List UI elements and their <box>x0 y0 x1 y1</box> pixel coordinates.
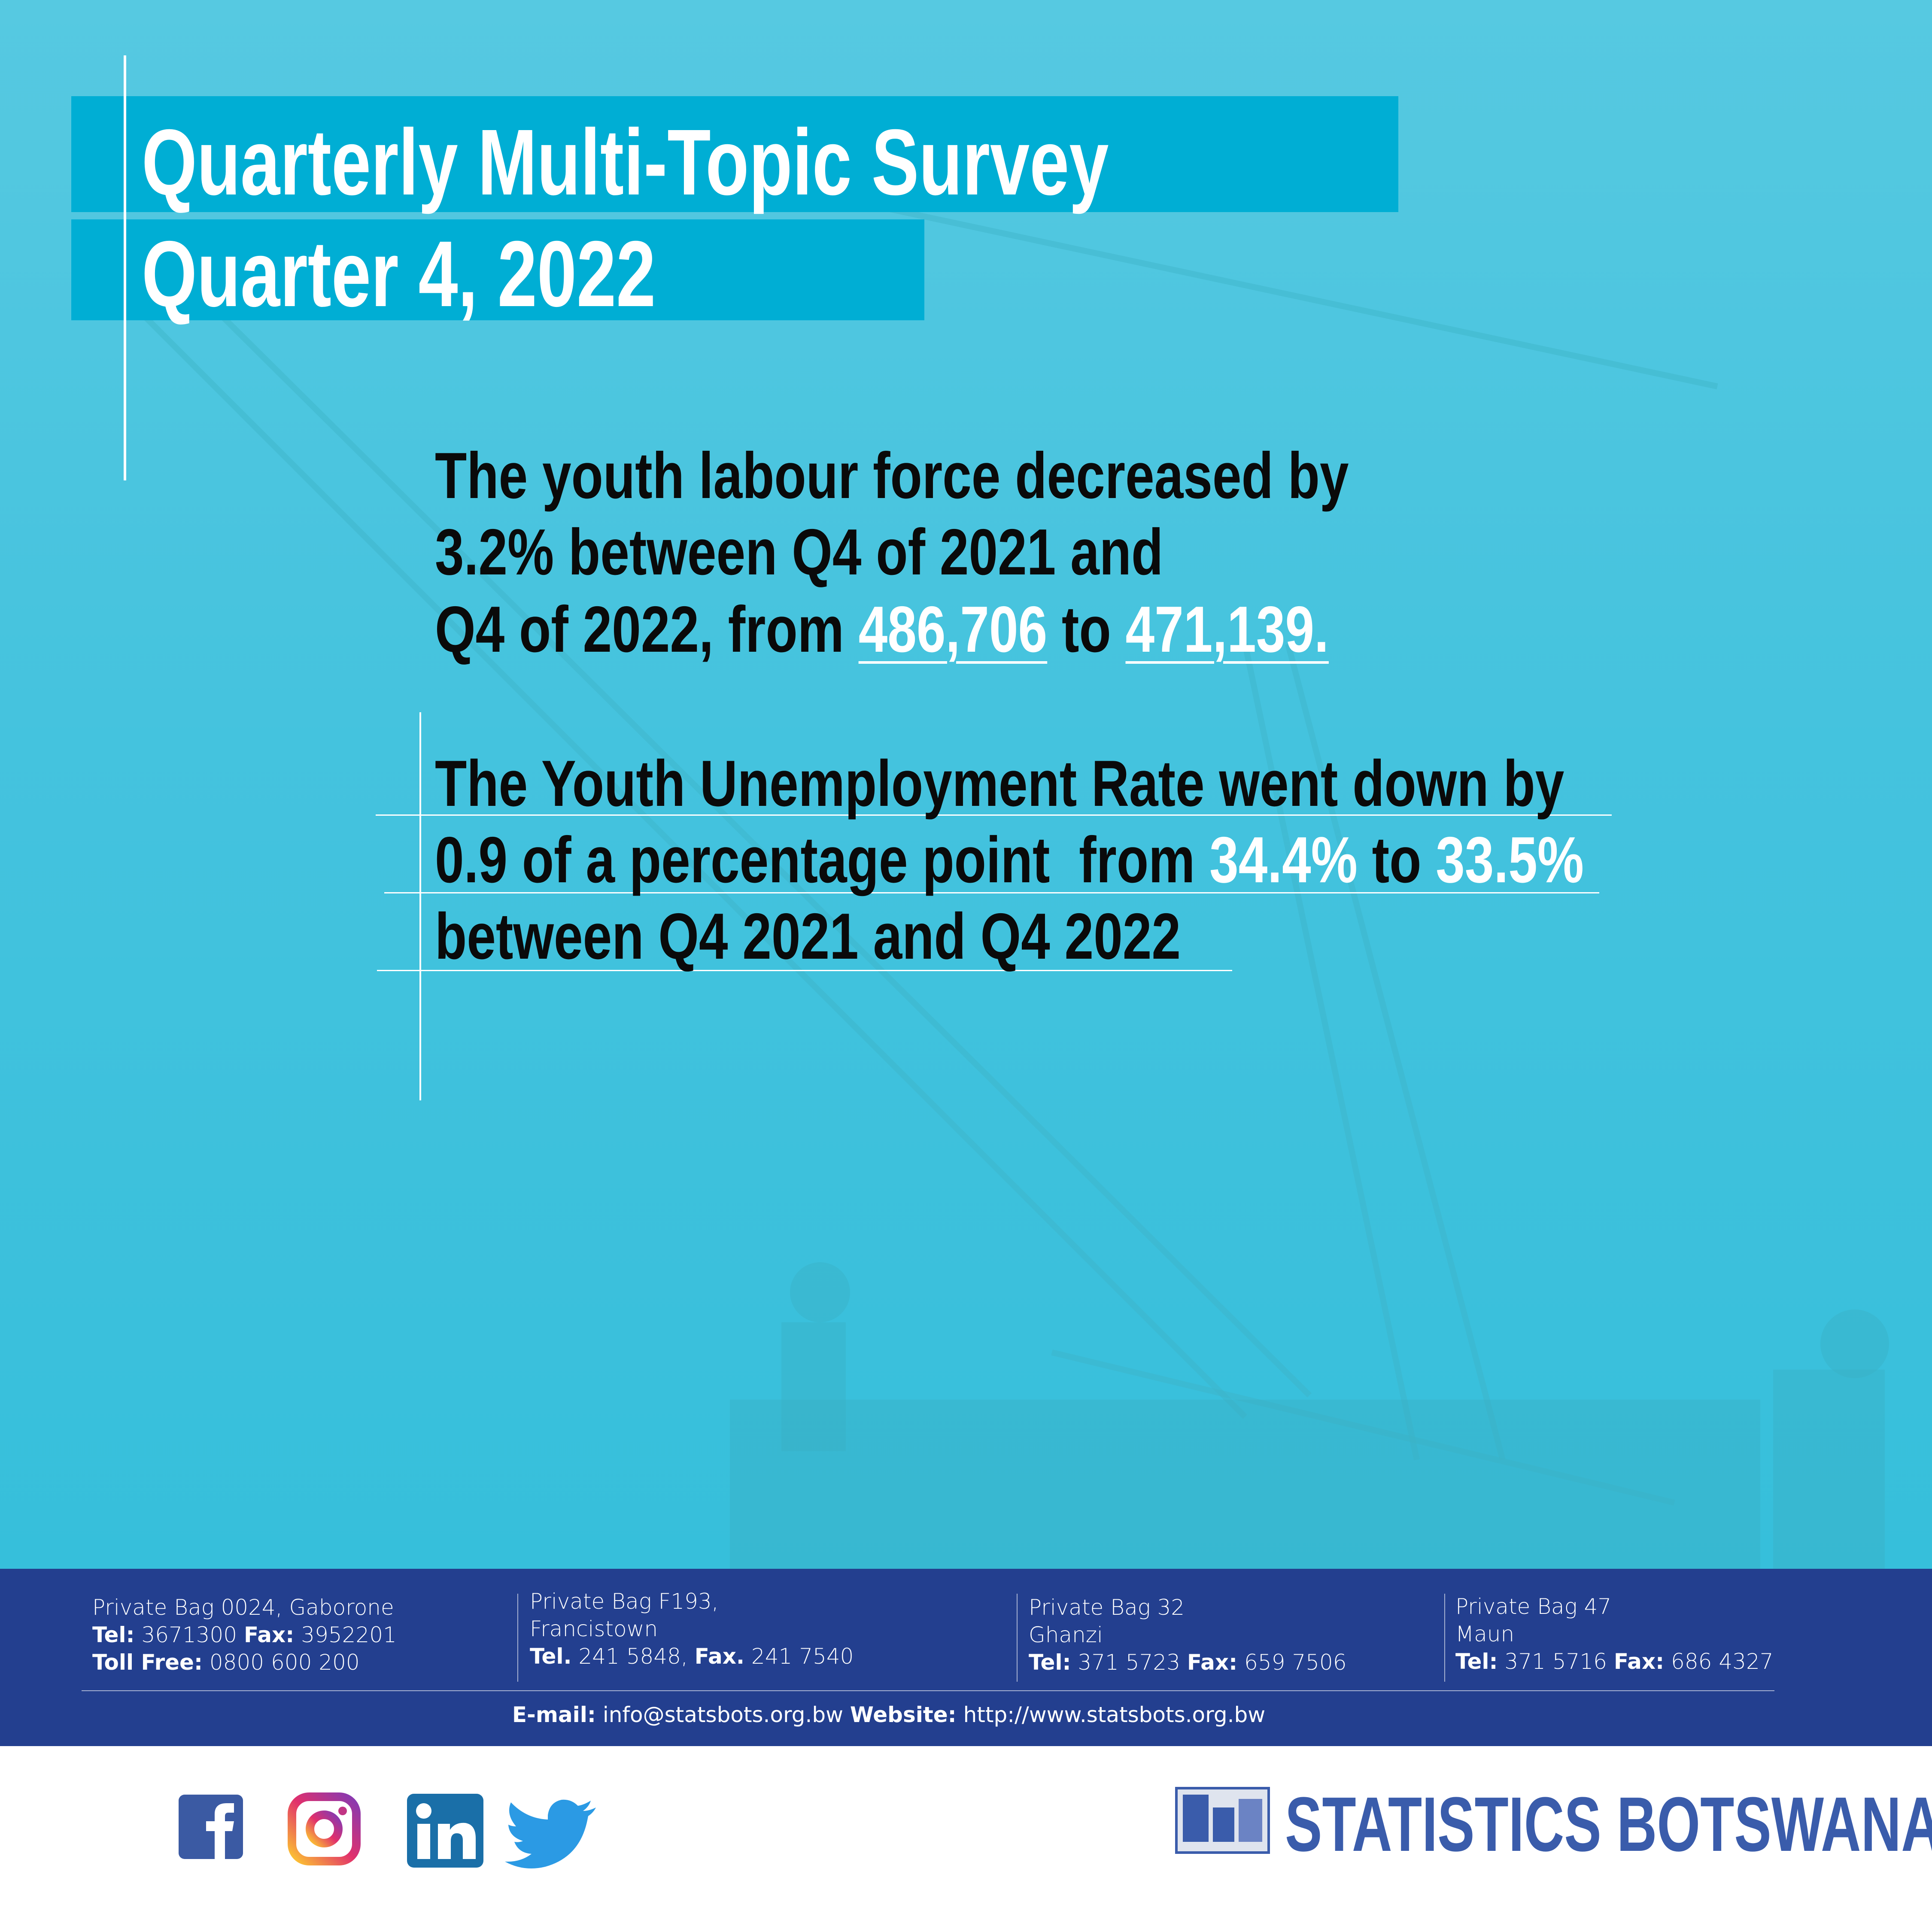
instagram-icon[interactable] <box>288 1792 361 1865</box>
office-address: Ghanzi <box>1029 1622 1103 1647</box>
statement-line: The youth labour force decreased by <box>435 439 1349 512</box>
contact-label: Tel. <box>530 1644 572 1669</box>
brand-name: STATISTICS BOTSWANA <box>1285 1781 1932 1868</box>
contact-label: Toll Free: <box>92 1650 203 1675</box>
office: Private Bag 0024, Gaborone Tel: 3671300 F… <box>92 1594 397 1676</box>
contact-label: Tel: <box>1029 1650 1071 1675</box>
contact-label: Website: <box>850 1702 957 1727</box>
office-address: Private Bag F193, <box>530 1589 719 1614</box>
title-bar <box>71 96 1398 212</box>
office: Private Bag 47 Maun Tel: 371 5716 Fax: 686… <box>1455 1593 1774 1675</box>
contact-value: 3952201 <box>301 1622 397 1647</box>
divider-line <box>419 712 421 1100</box>
contact-value: 659 7506 <box>1244 1650 1347 1675</box>
statement-line: The Youth Unemployment Rate went down by <box>435 747 1564 820</box>
highlight-value: 33.5% <box>1436 823 1584 896</box>
highlight-value: 34.4% <box>1209 823 1358 896</box>
contact-value: 3671300 <box>141 1622 237 1647</box>
divider-line <box>384 892 1599 893</box>
divider-line <box>376 814 1612 816</box>
office-address: Private Bag 0024, Gaborone <box>92 1595 394 1620</box>
contact-label: Fax. <box>694 1644 745 1669</box>
office: Private Bag 32 Ghanzi Tel: 371 5723 Fax: 6… <box>1029 1594 1347 1676</box>
contact-line: E-mail: info@statsbots.org.bw Website: h… <box>0 1702 1777 1727</box>
divider-line <box>517 1594 518 1682</box>
statement-text: Q4 of 2022, from <box>435 593 844 666</box>
contact-value: info@statsbots.org.bw <box>602 1702 843 1727</box>
linkedin-icon[interactable] <box>407 1794 483 1868</box>
statement-text: 0.9 of a percentage point from <box>435 823 1195 896</box>
footer <box>0 1569 1932 1746</box>
office-address: Private Bag 47 <box>1455 1594 1612 1619</box>
divider-line <box>124 55 126 480</box>
contact-label: Fax: <box>1613 1649 1665 1674</box>
office-contact: Tel: 3671300 Fax: 3952201 <box>92 1621 397 1649</box>
office-contact: Tel: 371 5716 Fax: 686 4327 <box>1455 1648 1774 1675</box>
contact-value: 686 4327 <box>1671 1649 1774 1674</box>
office: Private Bag F193, Francistown Tel. 241 584… <box>530 1588 854 1670</box>
office-contact: Tel: 371 5723 Fax: 659 7506 <box>1029 1649 1347 1676</box>
divider-line <box>1444 1594 1445 1682</box>
highlight-value: 471,139. <box>1125 593 1329 666</box>
divider-line <box>377 970 1232 971</box>
contact-value: 241 5848, <box>578 1644 688 1669</box>
contact-value: http://www.statsbots.org.bw <box>963 1702 1266 1727</box>
contact-value: 241 7540 <box>751 1644 854 1669</box>
subtitle: Quarter 4, 2022 <box>142 222 656 326</box>
connector: to <box>1061 593 1111 666</box>
office-address: Francistown <box>530 1616 658 1641</box>
office-address: Maun <box>1455 1622 1515 1646</box>
statement-line: 3.2% between Q4 of 2021 and <box>435 516 1163 589</box>
contact-label: Fax: <box>244 1622 295 1647</box>
office-contact: Tel. 241 5848, Fax. 241 7540 <box>530 1643 854 1670</box>
contact-value: 371 5723 <box>1078 1650 1180 1675</box>
contact-label: Fax: <box>1187 1650 1238 1675</box>
contact-value: 371 5716 <box>1504 1649 1607 1674</box>
highlight-value: 486,706 <box>858 593 1048 666</box>
contact-label: E-mail: <box>512 1702 596 1727</box>
contact-value: 0800 600 200 <box>209 1650 360 1675</box>
office-contact: Toll Free: 0800 600 200 <box>92 1649 397 1676</box>
divider-line <box>1017 1594 1018 1682</box>
statement-line: Q4 of 2022, from 486,706 to 471,139. <box>435 597 1329 662</box>
statement-line: 0.9 of a percentage point from 34.4% to … <box>435 827 1584 893</box>
connector: to <box>1372 823 1422 896</box>
facebook-icon[interactable] <box>179 1795 243 1859</box>
logo <box>1175 1787 1270 1854</box>
twitter-icon[interactable] <box>505 1799 596 1868</box>
social-icons[interactable] <box>172 1790 610 1870</box>
divider-line <box>82 1690 1774 1691</box>
office-address: Private Bag 32 <box>1029 1595 1185 1620</box>
contact-label: Tel: <box>1455 1649 1498 1674</box>
contact-label: Tel: <box>92 1622 135 1647</box>
statement-line: between Q4 2021 and Q4 2022 <box>435 900 1181 973</box>
title-bar <box>71 219 924 320</box>
title: Quarterly Multi-Topic Survey <box>142 110 1109 215</box>
